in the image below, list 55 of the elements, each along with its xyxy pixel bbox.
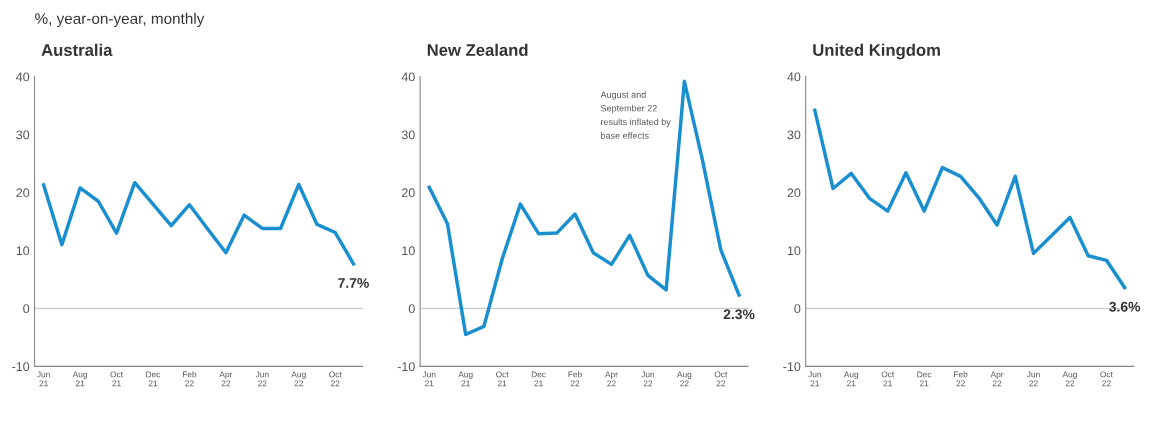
x-tick-label: Oct 21 <box>496 371 509 387</box>
y-tick-label: 0 <box>408 304 415 314</box>
x-tick-label: Aug 22 <box>291 371 306 387</box>
data-label: 2.3% <box>723 309 755 320</box>
y-tick-label: 10 <box>16 246 30 256</box>
y-tick-label: 30 <box>401 130 415 140</box>
x-tick-label: Aug 22 <box>676 371 692 387</box>
y-tick-label: 20 <box>401 188 415 198</box>
chart-subtitle: %, year-on-year, monthly <box>35 12 205 28</box>
x-tick-label: Jun 22 <box>1026 371 1040 387</box>
x-tick-label: Dec 21 <box>917 371 932 387</box>
chart-title: Australia <box>41 43 113 56</box>
x-tick-label: Jun 22 <box>255 371 269 387</box>
data-label: 3.6% <box>1109 301 1141 312</box>
y-tick-label: -10 <box>397 362 415 372</box>
x-tick-label: Aug 21 <box>72 371 87 387</box>
chart-title: New Zealand <box>427 43 528 56</box>
x-tick-label: Feb 22 <box>182 371 197 387</box>
y-tick-label: 20 <box>787 188 801 198</box>
y-tick-label: 30 <box>787 130 801 140</box>
x-tick-label: Aug 21 <box>843 371 859 387</box>
x-tick-label: Apr 22 <box>605 371 618 387</box>
x-tick-label: Jun 21 <box>37 371 50 387</box>
x-tick-label: Oct 22 <box>329 371 342 387</box>
x-tick-label: Dec 21 <box>146 371 161 387</box>
chart-title: United Kingdom <box>813 43 940 60</box>
x-tick-label: Oct 22 <box>714 371 728 387</box>
y-tick-label: 0 <box>23 304 30 314</box>
x-tick-label: Aug 21 <box>458 371 473 387</box>
y-tick-label: 0 <box>794 304 801 314</box>
data-label: 7.7% <box>338 278 369 288</box>
x-tick-label: Jun 21 <box>422 371 436 387</box>
x-tick-label: Oct 22 <box>1100 371 1113 387</box>
y-tick-label: -10 <box>783 362 801 372</box>
x-tick-label: Feb 22 <box>954 371 968 387</box>
line-series <box>813 108 1127 290</box>
y-tick-label: 40 <box>16 72 30 82</box>
y-tick-label: 20 <box>16 188 30 198</box>
x-tick-label: Oct 21 <box>110 371 123 387</box>
y-tick-label: 10 <box>402 246 415 256</box>
x-tick-label: Dec 21 <box>531 371 546 387</box>
y-tick-label: -10 <box>12 362 30 372</box>
y-tick-label: 40 <box>401 72 415 82</box>
x-tick-label: Apr 22 <box>219 371 233 387</box>
x-tick-label: Oct 21 <box>881 371 895 387</box>
y-tick-label: 10 <box>787 246 801 256</box>
line-series <box>41 180 356 266</box>
y-tick-label: 40 <box>787 72 801 82</box>
x-tick-label: Feb 22 <box>568 371 582 387</box>
x-tick-label: Jun 22 <box>641 371 655 387</box>
y-tick-label: 30 <box>16 130 30 140</box>
x-tick-label: Jun 21 <box>808 371 821 387</box>
x-tick-label: Apr 22 <box>990 371 1004 387</box>
annotation: August and September 22 results inflated by base effects <box>600 91 671 139</box>
x-tick-label: Aug 22 <box>1062 371 1077 387</box>
